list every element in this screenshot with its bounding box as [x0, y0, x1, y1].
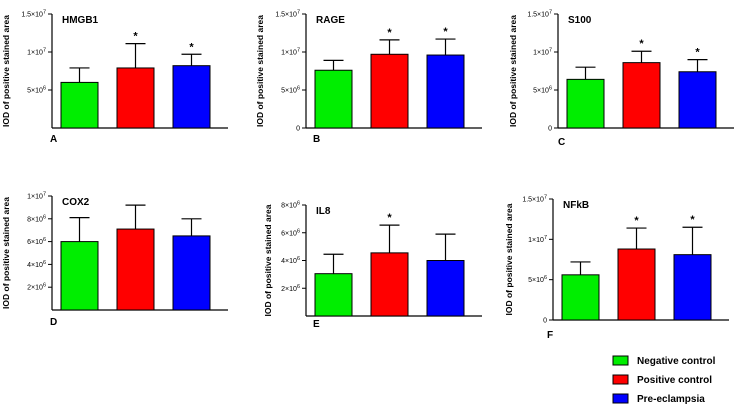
- y-tick-label: 5×106: [528, 275, 547, 284]
- panel-b: 0 5×106 1×107 1.5×107 * * RAGE IOD of positive …: [255, 10, 482, 145]
- panel-title: NFkB: [563, 200, 589, 211]
- y-tick-label: 1.5×107: [522, 195, 547, 204]
- y-tick-label: 2×106: [27, 283, 46, 292]
- y-axis-label: IOD of positive stained area: [1, 197, 11, 309]
- y-tick-label: 0: [296, 126, 300, 133]
- panel-letter: B: [313, 134, 320, 145]
- legend: Negative control Positive control Pre-ecla…: [612, 355, 716, 405]
- bar-preeclampsia: [673, 254, 712, 321]
- y-tick-label: 6×106: [27, 237, 46, 246]
- y-tick-label: 2×106: [281, 284, 300, 293]
- panel-e: 2×106 4×106 6×106 8×106 * IL8 IOD of positive …: [263, 201, 482, 330]
- legend-label-negative: Negative control: [637, 356, 716, 367]
- y-axis-label: IOD of positive stained area: [263, 204, 273, 316]
- significance-mark: *: [387, 27, 392, 39]
- bar-positive: [116, 67, 155, 129]
- significance-mark: *: [639, 38, 644, 50]
- y-tick-label: 1×107: [281, 48, 300, 57]
- significance-mark: *: [387, 212, 392, 224]
- significance-mark: *: [133, 31, 138, 43]
- y-tick-label: 0: [548, 126, 552, 133]
- panel-title: IL8: [316, 206, 331, 217]
- panel-f: 0 5×106 1×107 1.5×107 * * NFkB IOD of positive …: [504, 195, 729, 341]
- legend-swatch-preeclampsia: [612, 393, 629, 404]
- panel-d: 2×106 4×106 6×106 8×106 1×107 COX2 IOD of posi…: [1, 192, 228, 328]
- y-tick-label: 1.5×107: [21, 10, 46, 19]
- bar-positive: [116, 228, 155, 311]
- significance-mark: *: [695, 47, 700, 59]
- legend-label-positive: Positive control: [637, 375, 712, 386]
- bar-positive: [622, 62, 661, 129]
- y-tick-label: 0: [543, 318, 547, 325]
- significance-mark: *: [634, 215, 639, 227]
- panel-letter: F: [547, 330, 553, 341]
- y-tick-label: 1×107: [528, 235, 547, 244]
- significance-mark: *: [443, 26, 448, 38]
- bar-negative: [60, 241, 99, 311]
- panel-letter: C: [558, 137, 565, 148]
- bar-positive: [370, 252, 409, 317]
- bar-negative: [60, 81, 99, 129]
- y-axis-label: IOD of positive stained area: [508, 15, 518, 127]
- bar-positive: [370, 53, 409, 129]
- bar-preeclampsia: [172, 65, 211, 129]
- y-tick-label: 1×107: [27, 48, 46, 57]
- y-tick-label: 1.5×107: [275, 10, 300, 19]
- bar-negative: [561, 274, 600, 321]
- y-tick-label: 5×106: [533, 86, 552, 95]
- panel-letter: D: [50, 317, 57, 328]
- y-tick-label: 1.5×107: [527, 10, 552, 19]
- bar-preeclampsia: [172, 235, 211, 311]
- y-tick-label: 6×106: [281, 228, 300, 237]
- panel-a: 5×106 1×107 1.5×107 * * HMGB1 IOD of positive …: [1, 10, 228, 145]
- bar-negative: [566, 78, 605, 129]
- bar-negative: [314, 69, 353, 129]
- y-tick-label: 4×106: [281, 256, 300, 265]
- y-tick-label: 1×107: [27, 192, 46, 201]
- legend-label-preeclampsia: Pre-eclampsia: [637, 394, 705, 405]
- panel-letter: E: [313, 319, 320, 330]
- y-axis-label: IOD of positive stained area: [504, 203, 514, 315]
- y-tick-label: 4×106: [27, 260, 46, 269]
- y-tick-label: 5×106: [27, 86, 46, 95]
- bar-positive: [617, 248, 656, 321]
- bar-negative: [314, 273, 353, 317]
- panel-title: S100: [568, 15, 592, 26]
- bar-preeclampsia: [426, 260, 465, 317]
- y-tick-label: 8×106: [27, 214, 46, 223]
- y-tick-label: 8×106: [281, 201, 300, 210]
- y-axis-label: IOD of positive stained area: [255, 15, 265, 127]
- significance-mark: *: [189, 41, 194, 53]
- significance-mark: *: [690, 214, 695, 226]
- y-tick-label: 1×107: [533, 48, 552, 57]
- panel-title: HMGB1: [62, 15, 99, 26]
- panel-letter: A: [50, 134, 57, 145]
- y-tick-label: 5×106: [281, 86, 300, 95]
- panel-title: COX2: [62, 197, 90, 208]
- panel-title: RAGE: [316, 15, 345, 26]
- y-axis-label: IOD of positive stained area: [1, 15, 11, 127]
- legend-swatch-negative: [612, 355, 629, 366]
- bar-preeclampsia: [426, 54, 465, 129]
- bar-preeclampsia: [678, 71, 717, 129]
- legend-swatch-positive: [612, 374, 629, 385]
- panel-c: 0 5×106 1×107 1.5×107 * * S100 IOD of positive …: [508, 10, 734, 148]
